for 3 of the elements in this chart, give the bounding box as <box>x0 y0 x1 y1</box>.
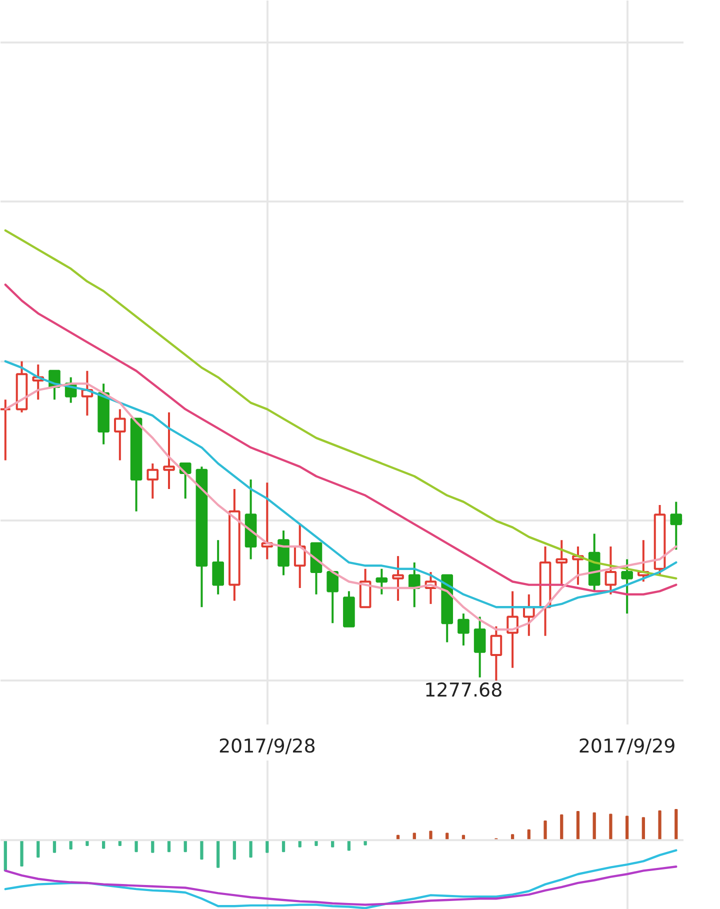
annotation: 1277.68 <box>424 680 503 702</box>
x-tick-label: 2017/9/29 <box>578 736 676 758</box>
x-tick-label: 2017/9/28 <box>218 736 316 758</box>
